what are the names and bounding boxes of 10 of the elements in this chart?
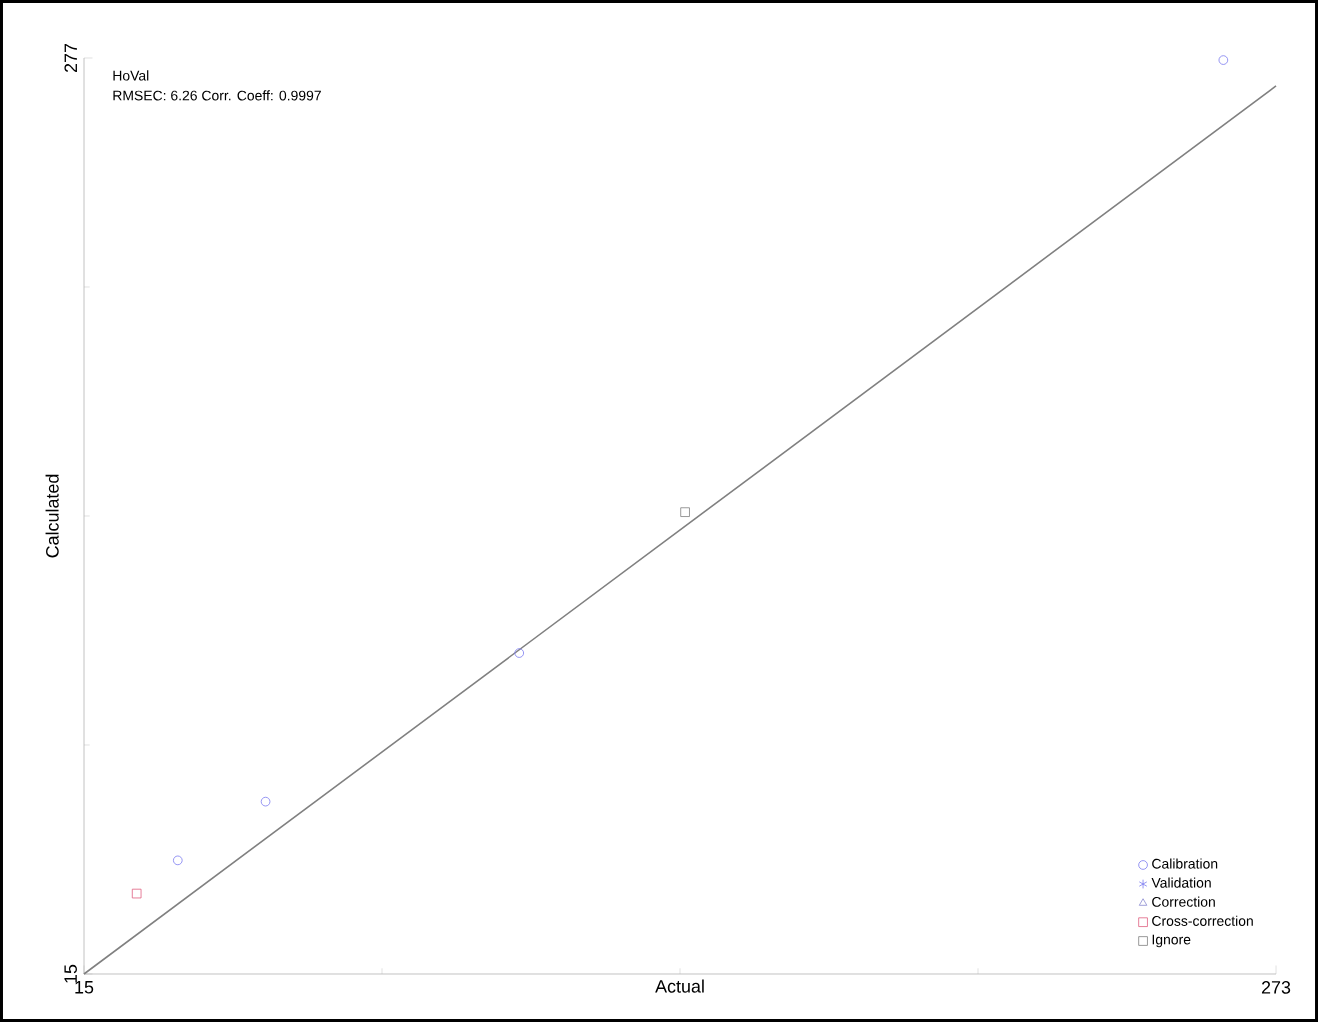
y-tick-label: 277 bbox=[64, 43, 77, 73]
point bbox=[1218, 55, 1229, 65]
point bbox=[514, 648, 525, 658]
y-axis-title: Calculated bbox=[45, 474, 59, 558]
x-tick-label: 273 bbox=[1261, 981, 1291, 994]
point bbox=[173, 855, 183, 866]
point bbox=[131, 888, 142, 899]
point bbox=[260, 796, 271, 807]
x-axis-title: Actual bbox=[655, 979, 704, 993]
point bbox=[680, 507, 690, 517]
